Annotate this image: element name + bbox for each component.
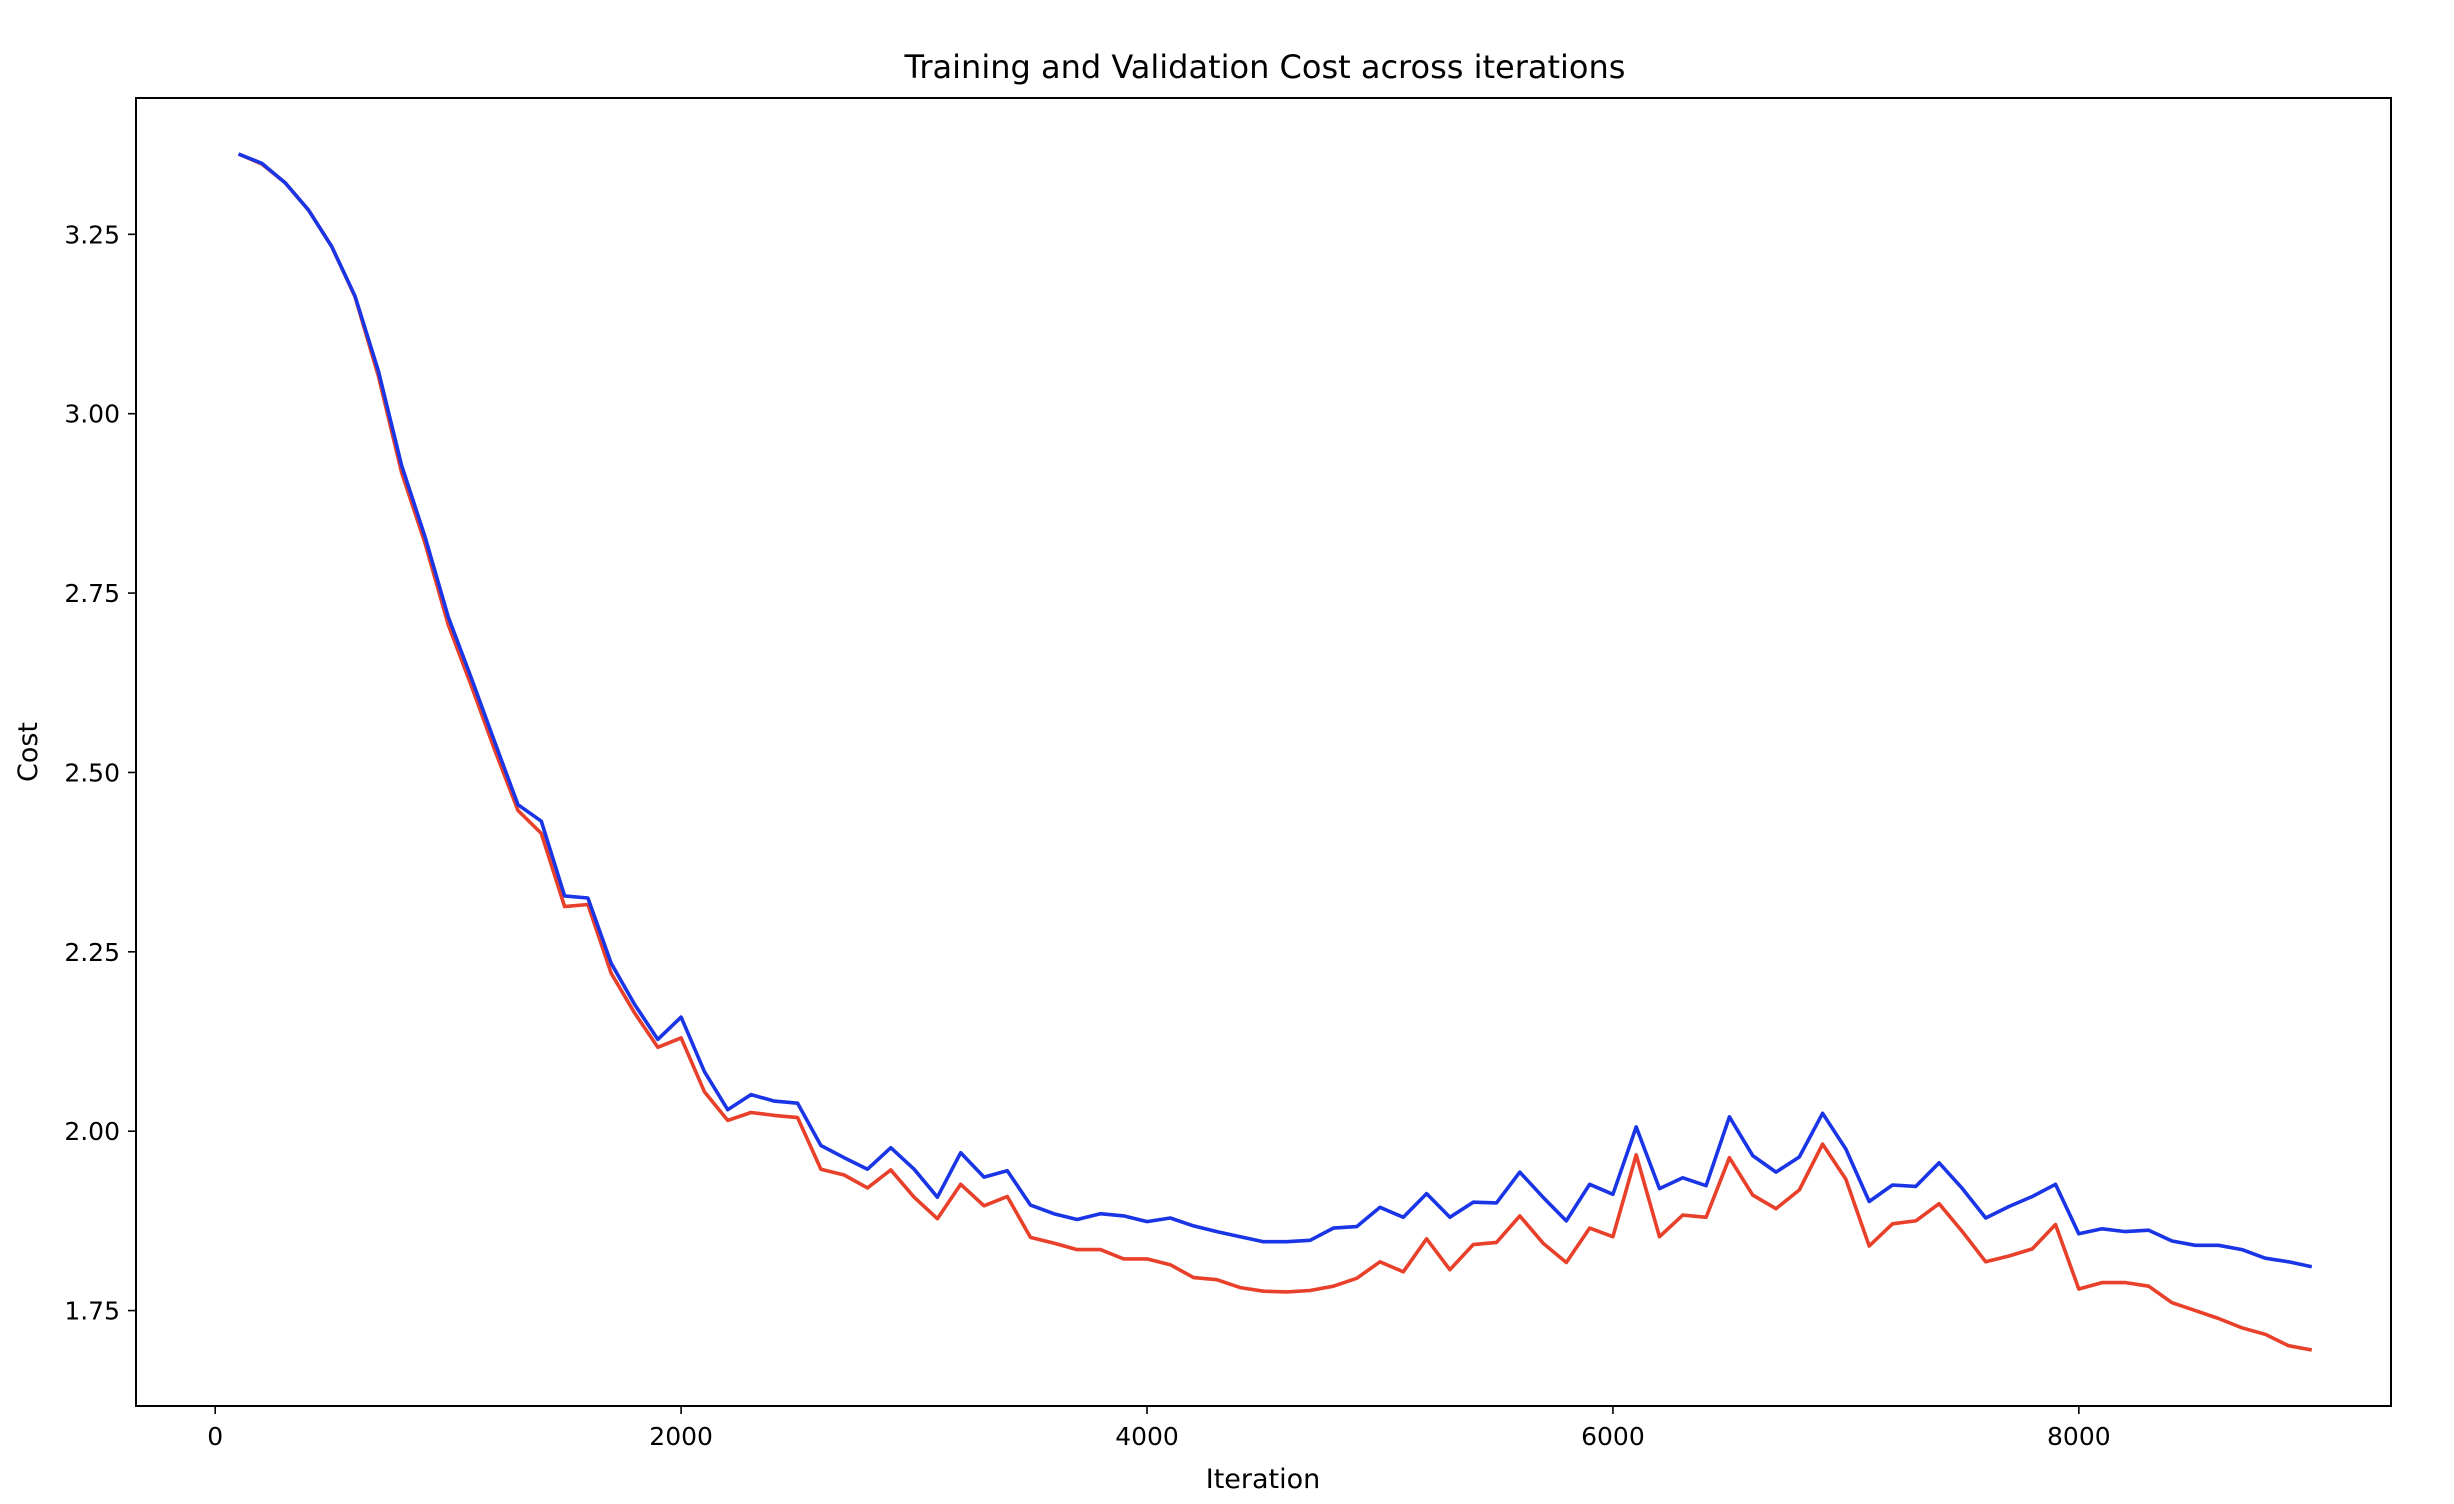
y-axis-label: Cost xyxy=(13,722,44,782)
y-tick-label: 2.75 xyxy=(64,579,120,608)
y-tick-label: 2.25 xyxy=(64,938,120,967)
series-layer xyxy=(237,152,2313,1352)
y-tick-label: 2.50 xyxy=(64,758,120,787)
plot-frame xyxy=(135,97,2392,1407)
chart-title: Training and Validation Cost across iter… xyxy=(904,48,1626,86)
x-tick-label: 2000 xyxy=(649,1422,713,1451)
x-axis: 0 2000 4000 6000 8000 xyxy=(207,1406,2111,1451)
x-axis-label: Iteration xyxy=(1206,1464,1321,1495)
series-line-2 xyxy=(237,152,2313,1269)
y-tick-label: 1.75 xyxy=(64,1297,120,1326)
y-tick-label: 2.00 xyxy=(64,1117,120,1146)
y-tick-label: 3.00 xyxy=(64,400,120,429)
y-axis: 1.75 2.00 2.25 2.50 2.75 3.00 3.25 xyxy=(64,220,136,1326)
x-tick-label: 8000 xyxy=(2047,1422,2111,1451)
x-tick-label: 4000 xyxy=(1115,1422,1179,1451)
y-tick-label: 3.25 xyxy=(64,220,120,249)
x-tick-label: 0 xyxy=(207,1422,223,1451)
series-line-1 xyxy=(237,152,2313,1352)
x-tick-label: 6000 xyxy=(1581,1422,1645,1451)
